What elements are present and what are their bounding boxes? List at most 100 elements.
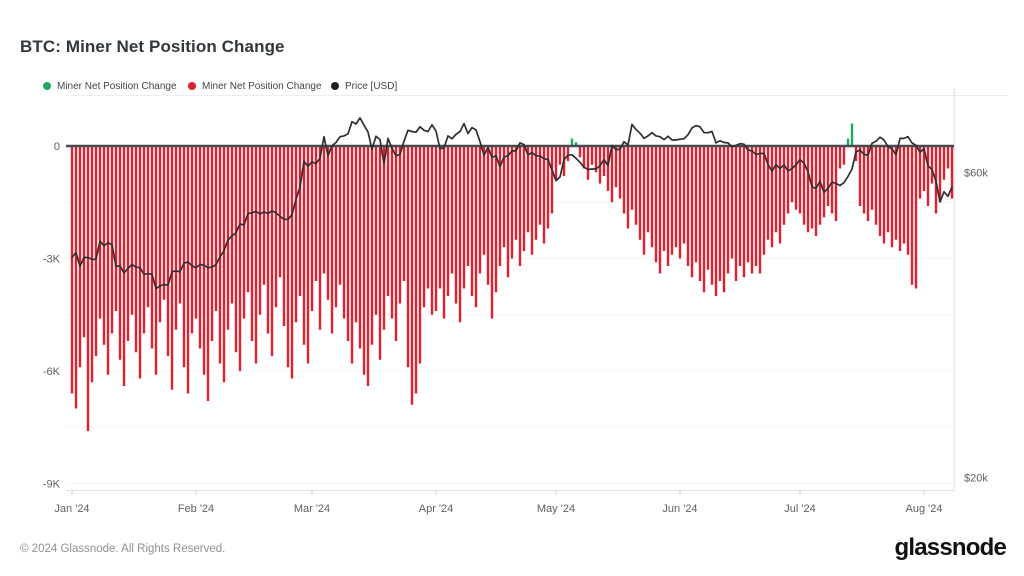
bar-negative	[546, 146, 550, 229]
bar-negative	[94, 146, 98, 356]
bar-negative	[670, 146, 674, 255]
bar-negative	[606, 146, 610, 191]
bar-negative	[282, 146, 286, 326]
bar-negative	[78, 146, 82, 368]
bar-negative	[238, 146, 242, 371]
bar-negative	[566, 146, 570, 161]
bar-negative	[254, 146, 258, 364]
bar-negative	[390, 146, 394, 319]
bar-negative	[386, 146, 390, 296]
bar-negative	[498, 146, 502, 266]
bar-negative	[822, 146, 826, 218]
bar-negative	[206, 146, 210, 401]
bar-negative	[486, 146, 490, 285]
x-axis-label: Aug '24	[906, 503, 943, 515]
bar-negative	[654, 146, 658, 263]
red-dot-icon	[188, 82, 196, 90]
bar-negative	[738, 146, 742, 266]
y-axis-label-right: $60k	[964, 168, 988, 180]
page-title: BTC: Miner Net Position Change	[20, 37, 285, 57]
bar-negative	[710, 146, 714, 285]
bar-negative	[842, 146, 846, 165]
bar-negative	[466, 146, 470, 266]
bar-negative	[430, 146, 434, 315]
bar-negative	[778, 146, 782, 244]
legend-item-miner-negative[interactable]: Miner Net Position Change	[188, 78, 322, 94]
bar-negative	[530, 146, 534, 255]
bar-negative	[510, 146, 514, 259]
bar-negative	[538, 146, 542, 225]
bar-negative	[178, 146, 182, 304]
bar-negative	[742, 146, 746, 278]
bar-negative	[734, 146, 738, 281]
bar-negative	[750, 146, 754, 274]
bar-negative	[186, 146, 190, 394]
bar-negative	[142, 146, 146, 334]
bar-negative	[378, 146, 382, 360]
bar-negative	[558, 146, 562, 165]
bar-negative	[82, 146, 86, 338]
bar-negative	[234, 146, 238, 353]
bar-negative	[746, 146, 750, 263]
bar-negative	[926, 146, 930, 206]
bar-negative	[218, 146, 222, 364]
legend-item-miner-positive[interactable]: Miner Net Position Change	[43, 78, 177, 94]
bar-negative	[230, 146, 234, 304]
x-axis-label: Jan '24	[54, 503, 89, 515]
bar-negative	[170, 146, 174, 390]
bar-negative	[518, 146, 522, 266]
x-axis-label: Jun '24	[662, 503, 697, 515]
bar-negative	[286, 146, 290, 368]
bar-negative	[426, 146, 430, 289]
bar-negative	[262, 146, 266, 285]
bar-negative	[618, 146, 622, 199]
bar-negative	[938, 146, 942, 203]
bar-negative	[514, 146, 518, 240]
bar-negative	[374, 146, 378, 315]
bar-negative	[474, 146, 478, 308]
bar-negative	[198, 146, 202, 349]
bar-negative	[678, 146, 682, 259]
bar-negative	[714, 146, 718, 296]
bar-negative	[646, 146, 650, 233]
bar-negative	[526, 146, 530, 233]
bar-negative	[622, 146, 626, 214]
bar-negative	[762, 146, 766, 255]
legend-item-price[interactable]: Price [USD]	[331, 78, 397, 94]
bar-negative	[446, 146, 450, 296]
bar-negative	[910, 146, 914, 285]
bar-negative	[674, 146, 678, 248]
bar-negative	[158, 146, 162, 323]
bar-negative	[402, 146, 406, 281]
bar-negative	[590, 146, 594, 165]
bar-negative	[902, 146, 906, 244]
bar-negative	[490, 146, 494, 319]
bar-negative	[838, 146, 842, 169]
bar-negative	[110, 146, 114, 334]
y-axis-label-left: 0	[54, 141, 60, 153]
bar-negative	[754, 146, 758, 266]
bar-negative	[346, 146, 350, 341]
legend-label: Miner Net Position Change	[57, 80, 177, 92]
bar-negative	[290, 146, 294, 379]
bar-negative	[658, 146, 662, 274]
x-axis-label: Mar '24	[294, 503, 330, 515]
bar-negative	[306, 146, 310, 364]
bar-negative	[126, 146, 130, 341]
bar-negative	[662, 146, 666, 251]
bar-negative	[330, 146, 334, 334]
bar-negative	[414, 146, 418, 394]
bar-negative	[502, 146, 506, 248]
legend-separator	[66, 95, 1008, 96]
bar-negative	[450, 146, 454, 274]
bar-negative	[794, 146, 798, 210]
bar-negative	[766, 146, 770, 240]
bar-negative	[150, 146, 154, 349]
bar-negative	[758, 146, 762, 274]
bar-positive	[846, 138, 850, 146]
x-axis-label: Jul '24	[784, 503, 815, 515]
x-axis-label: May '24	[537, 503, 575, 515]
bar-negative	[630, 146, 634, 210]
bar-negative	[694, 146, 698, 263]
